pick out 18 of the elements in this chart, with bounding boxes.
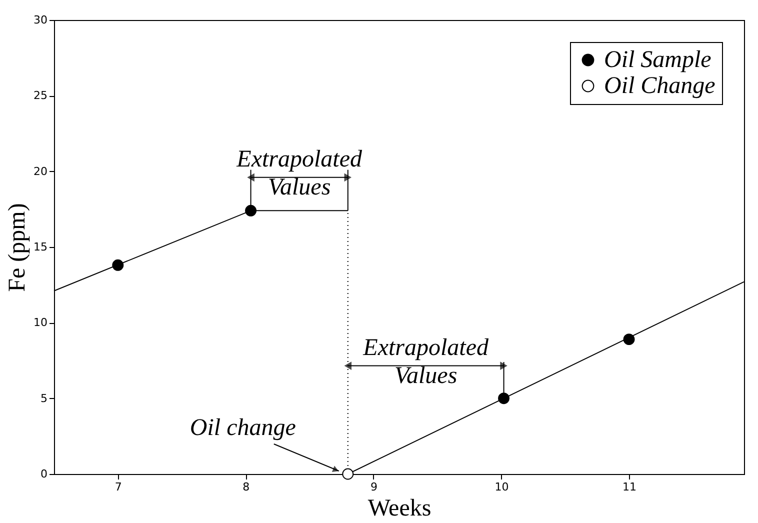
x-tick-label: 10 [494, 480, 509, 494]
x-tick-label: 8 [242, 480, 250, 494]
y-tick-label: 0 [40, 468, 48, 480]
y-tick-label: 30 [34, 14, 48, 26]
x-axis-title: Weeks [368, 496, 432, 522]
y-tick-label: 20 [34, 164, 48, 178]
x-tick-label: 7 [114, 480, 122, 494]
legend-label: Oil Sample [604, 47, 712, 73]
legend-label: Oil Change [604, 73, 716, 99]
y-axis-title: Fe (ppm) [4, 203, 31, 292]
y-tick-label: 25 [34, 89, 48, 102]
annotation: Oil change [190, 415, 296, 441]
y-tick-label: 10 [34, 316, 48, 330]
y-tick-label: 15 [34, 240, 48, 254]
annotation: Extrapolated Values [362, 334, 490, 389]
y-tick-label: 5 [40, 392, 48, 405]
x-tick-label: 11 [622, 480, 636, 494]
x-tick-label: 9 [370, 480, 378, 494]
